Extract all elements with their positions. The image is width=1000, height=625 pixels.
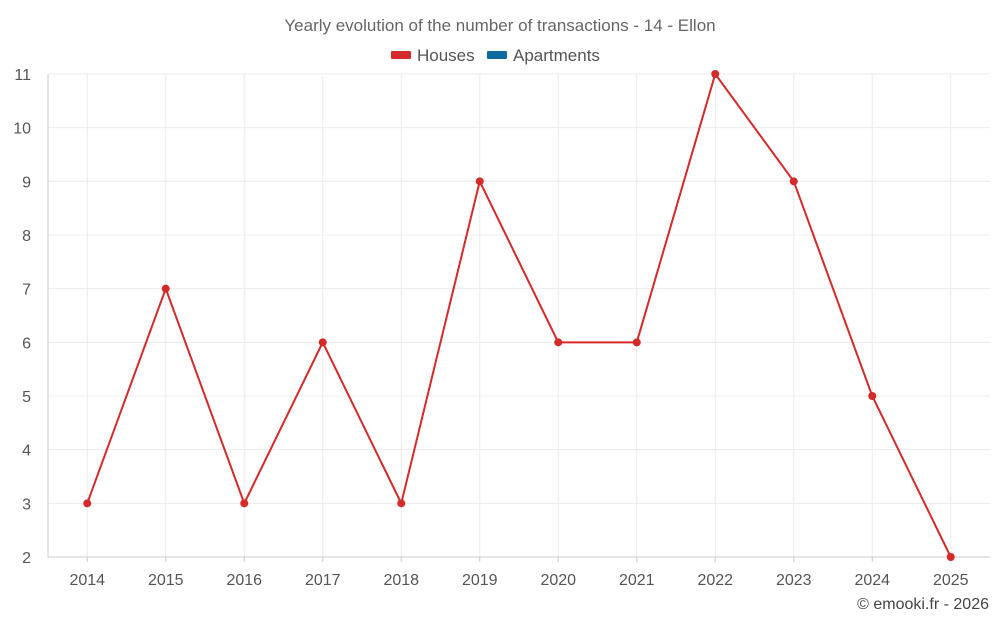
data-point-houses[interactable]	[318, 338, 327, 347]
x-tick-label: 2017	[305, 572, 341, 589]
y-tick-label: 11	[14, 67, 31, 84]
legend-item-houses[interactable]: Houses	[391, 46, 475, 65]
x-tick-label: 2022	[697, 572, 733, 589]
y-tick-label: 10	[13, 121, 31, 138]
series	[83, 70, 955, 561]
x-tick-label: 2019	[462, 572, 498, 589]
chart-title: Yearly evolution of the number of transa…	[284, 16, 715, 35]
legend-label-apartments: Apartments	[513, 46, 600, 65]
data-point-houses[interactable]	[475, 177, 484, 186]
x-tick-label: 2014	[69, 572, 105, 589]
y-tick-label: 7	[22, 282, 31, 299]
legend: Houses Apartments	[391, 46, 600, 65]
x-tick-label: 2021	[619, 572, 655, 589]
data-point-houses[interactable]	[240, 499, 249, 508]
x-tick-label: 2020	[540, 572, 576, 589]
x-tick-label: 2024	[854, 572, 890, 589]
data-point-houses[interactable]	[789, 177, 798, 186]
legend-swatch-apartments	[487, 51, 507, 59]
data-point-houses[interactable]	[632, 338, 641, 347]
legend-label-houses: Houses	[417, 46, 475, 65]
legend-item-apartments[interactable]: Apartments	[487, 46, 600, 65]
y-tick-label: 6	[22, 335, 31, 352]
axes: 2 3 4 5 6 7 8 9 10 11 2014 2015 2016 2017 2018 2019 2020…	[13, 67, 990, 589]
x-tick-label: 2023	[776, 572, 812, 589]
credit-text: © emooki.fr - 2026	[857, 596, 989, 613]
x-tick-label: 2025	[933, 572, 969, 589]
y-tick-label: 9	[22, 174, 31, 191]
y-tick-label: 2	[22, 550, 31, 567]
x-tick-label: 2016	[226, 572, 262, 589]
data-point-houses[interactable]	[83, 499, 92, 508]
x-tick-label: 2018	[383, 572, 419, 589]
y-tick-label: 5	[22, 389, 31, 406]
data-point-houses[interactable]	[868, 392, 877, 400]
x-tick-label: 2015	[148, 572, 184, 589]
data-point-houses[interactable]	[711, 70, 720, 78]
y-tick-label: 3	[22, 496, 31, 513]
legend-swatch-houses	[391, 51, 411, 59]
data-point-houses[interactable]	[161, 284, 170, 293]
y-tick-label: 8	[22, 228, 31, 245]
data-point-houses[interactable]	[397, 499, 406, 508]
data-point-houses[interactable]	[554, 338, 563, 347]
series-line-houses	[86, 71, 952, 558]
gridlines	[48, 73, 990, 558]
y-tick-label: 4	[22, 443, 31, 460]
data-point-houses[interactable]	[946, 553, 955, 561]
